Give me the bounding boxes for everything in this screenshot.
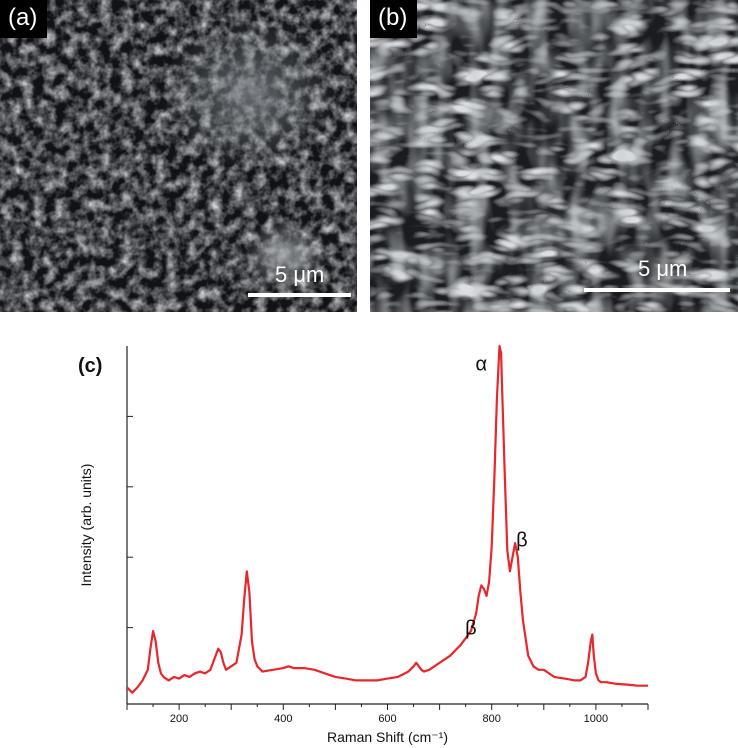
- sem-image-b: (b) 5 μm: [370, 0, 738, 312]
- x-tick-label-800: 800: [483, 713, 501, 725]
- raman-spectrum-line: [126, 344, 648, 694]
- scale-label-a: 5 μm: [275, 262, 325, 287]
- peak-label-2: β: [516, 530, 528, 552]
- scale-bar-a: [248, 293, 351, 297]
- x-tick-labels: 200 400 600 800 1000: [170, 713, 608, 725]
- chart-axes: [126, 346, 649, 710]
- panel-label-b: (b): [370, 0, 418, 38]
- panel-label-a: (a): [0, 0, 48, 38]
- scale-label-b: 5 μm: [638, 256, 688, 281]
- peak-label-3: β: [465, 618, 477, 640]
- scale-bar-b: [584, 288, 730, 292]
- peak-label-1: α: [475, 354, 487, 376]
- x-tick-label-200: 200: [170, 713, 188, 725]
- y-axis-label: Intensity (arb. units): [78, 464, 94, 587]
- sem-texture-a: [0, 0, 357, 312]
- x-tick-label-400: 400: [274, 713, 292, 725]
- x-tick-label-600: 600: [378, 713, 396, 725]
- peak-annotations: α β β: [465, 354, 528, 640]
- x-tick-label-1000: 1000: [584, 713, 608, 725]
- sem-texture-b: [370, 0, 738, 312]
- raman-chart: (c) 200 400 600 800 1000 α β β Raman Shift (cm…: [78, 344, 649, 745]
- x-axis-label: Raman Shift (cm⁻¹): [327, 729, 448, 745]
- sem-image-a: (a) 5 μm: [0, 0, 357, 312]
- panel-label-c: (c): [78, 355, 102, 377]
